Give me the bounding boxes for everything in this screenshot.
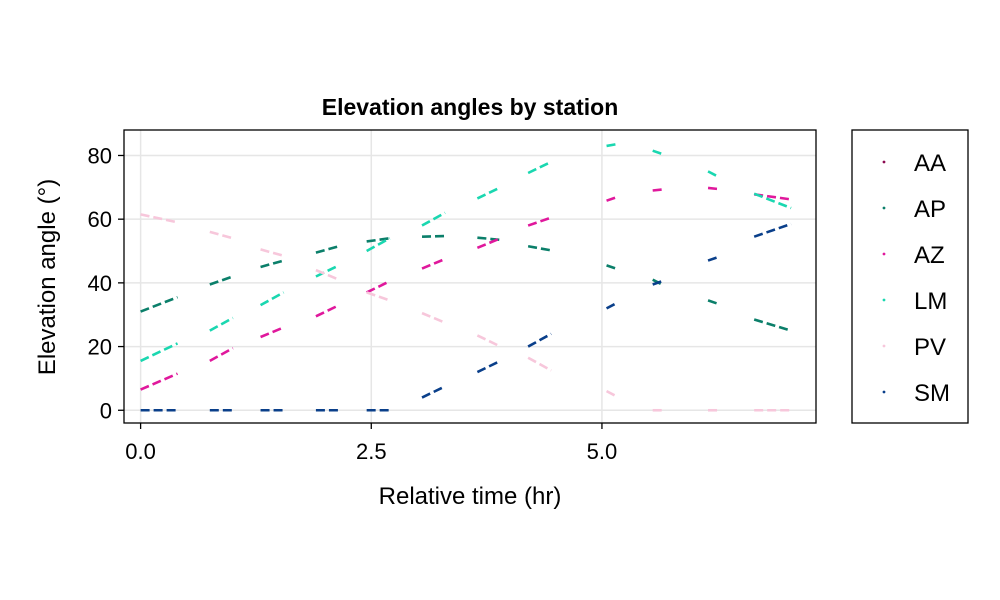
data-segment-pv	[260, 248, 284, 258]
y-tick-label: 20	[88, 335, 112, 360]
data-segment-lm	[315, 264, 340, 278]
y-axis-label: Elevation angle (°)	[34, 179, 61, 375]
y-tick-label: 0	[100, 398, 112, 423]
data-segment-sm	[753, 222, 792, 238]
x-tick-label: 5.0	[587, 439, 618, 464]
legend-label-pv: PV	[914, 334, 946, 361]
legend-label-ap: AP	[914, 196, 946, 223]
data-segment-ap	[315, 244, 340, 254]
data-segment-lm	[476, 186, 502, 200]
legend-label-az: AZ	[914, 242, 945, 269]
data-segment-lm	[753, 192, 792, 210]
data-segment-az	[140, 372, 179, 391]
legend-marker-az	[882, 252, 886, 256]
data-segment-pv	[421, 311, 446, 324]
data-segment-az	[315, 303, 340, 318]
plot-frame	[123, 129, 817, 424]
legend-label-sm: SM	[914, 380, 950, 407]
data-segment-ap	[366, 236, 390, 243]
legend-marker-ap	[882, 206, 886, 210]
data-segment-ap	[753, 318, 792, 332]
legend-marker-aa	[882, 160, 886, 164]
data-segment-lm	[421, 211, 446, 227]
series-lm	[140, 143, 792, 363]
data-segment-az	[527, 216, 552, 227]
data-segment-sm	[527, 332, 552, 348]
data-segment-ap	[707, 299, 718, 305]
data-segment-sm	[652, 280, 663, 286]
legend-frame	[851, 129, 969, 424]
data-segment-az	[366, 280, 391, 294]
data-segment-pv	[605, 389, 617, 398]
data-segment-pv	[527, 356, 552, 372]
series-az	[140, 186, 792, 391]
data-segment-az	[652, 188, 663, 192]
data-segment-pv	[315, 268, 340, 281]
data-segment-pv	[366, 291, 391, 302]
series-sm	[140, 222, 792, 412]
grid-lines	[124, 130, 816, 423]
data-segment-lm	[259, 291, 285, 307]
data-segment-lm	[209, 316, 234, 332]
axis-ticks: 0.0 2.5 5.0 0 20 40 60 80	[88, 143, 618, 464]
data-segment-ap	[140, 295, 178, 313]
data-segment-sm	[707, 256, 718, 262]
data-segment-lm	[606, 143, 617, 148]
data-segment-az	[421, 257, 446, 270]
data-segment-lm	[527, 160, 552, 175]
data-segment-lm	[652, 149, 663, 156]
data-segment-az	[260, 326, 285, 339]
y-tick-label: 40	[88, 271, 112, 296]
x-axis-label: Relative time (hr)	[379, 483, 562, 510]
data-segment-az	[606, 196, 617, 202]
data-segment-pv	[140, 213, 178, 224]
legend-marker-lm	[882, 298, 886, 302]
legend: AA AP AZ LM PV SM	[851, 129, 969, 424]
legend-marker-sm	[882, 390, 886, 394]
data-segment-ap	[209, 275, 234, 286]
legend-label-aa: AA	[914, 150, 946, 177]
y-tick-label: 60	[88, 207, 112, 232]
x-tick-label: 0.0	[125, 439, 156, 464]
data-segment-lm	[366, 237, 391, 253]
legend-items: AA AP AZ LM PV SM	[882, 150, 950, 407]
data-segment-az	[209, 347, 234, 363]
legend-label-lm: LM	[914, 288, 947, 315]
data-segment-az	[476, 237, 501, 250]
data-segment-pv	[209, 230, 234, 240]
data-segment-pv	[476, 334, 502, 348]
y-tick-label: 80	[88, 143, 112, 168]
data-segment-lm	[707, 170, 718, 178]
x-tick-label: 2.5	[356, 439, 387, 464]
data-segment-ap	[606, 264, 617, 270]
legend-marker-pv	[882, 344, 886, 348]
data-segment-sm	[605, 302, 617, 310]
chart-title: Elevation angles by station	[322, 94, 619, 120]
data-segment-ap	[421, 234, 446, 238]
data-segment-sm	[421, 385, 446, 399]
data-segment-sm	[476, 359, 502, 374]
data-segment-lm	[140, 342, 179, 363]
data-segment-ap	[260, 259, 284, 269]
plot-data	[140, 143, 792, 412]
data-segment-az	[707, 186, 718, 191]
data-segment-ap	[527, 244, 552, 252]
series-pv	[140, 213, 792, 412]
